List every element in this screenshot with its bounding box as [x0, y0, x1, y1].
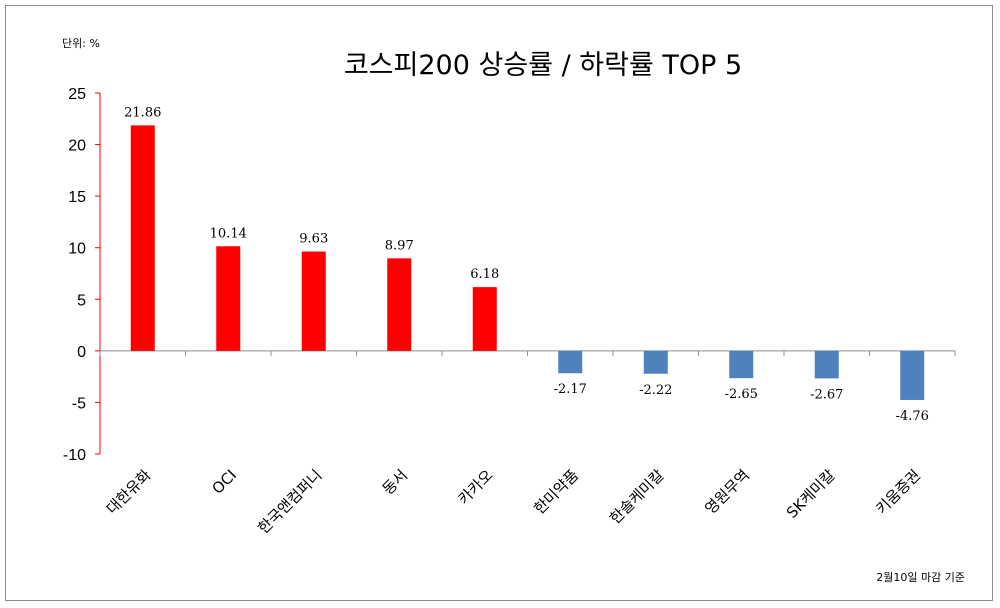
chart-title: 코스피200 상승률 / 하락률 TOP 5: [344, 50, 742, 81]
category-label: 한솔케미칼: [606, 466, 668, 528]
category-label: 동서: [379, 466, 411, 498]
category-label: 한미약품: [530, 466, 582, 518]
value-labels: 21.86 10.14 9.63 8.97 6.18 -2.17 -2.22 -2.65 -2.…: [124, 105, 929, 424]
y-tick-label: 0: [77, 344, 86, 361]
value-label: 9.63: [299, 232, 328, 247]
bar-8: [729, 350, 754, 379]
bar-3: [301, 251, 326, 351]
value-label: 10.14: [210, 226, 247, 241]
y-tick-label: -5: [72, 395, 86, 412]
value-label: -2.67: [810, 387, 843, 402]
bar-5: [472, 287, 497, 351]
bar-6: [558, 350, 583, 374]
category-label: 카카오: [455, 466, 497, 508]
value-label: 21.86: [124, 105, 161, 120]
bar-4: [387, 258, 412, 351]
y-tick-label: 20: [68, 138, 86, 155]
category-label: 키움증권: [872, 466, 924, 518]
value-label: -2.22: [639, 383, 672, 398]
bars: [130, 125, 925, 400]
category-label: 영원무역: [701, 466, 753, 518]
category-labels: 대한유화 OCI 한국앤컴퍼니 동서 카카오 한미약품 한솔케미칼 영원무역 SK케미칼 키움증권: [103, 466, 924, 537]
axes: 25 20 15 10 5 0 -5 -10: [63, 86, 956, 464]
chart-frame: [5, 5, 993, 601]
y-tick-label: 15: [68, 189, 86, 206]
bar-7: [643, 350, 668, 374]
category-label: OCI: [208, 466, 240, 498]
y-tick-label: 25: [68, 86, 86, 103]
date-note: 2월10일 마감 기준: [876, 570, 965, 584]
bar-10: [900, 350, 925, 400]
value-label: 6.18: [470, 267, 499, 282]
y-tick-label: 5: [77, 292, 86, 309]
unit-label: 단위: %: [62, 37, 100, 50]
value-label: -2.17: [554, 382, 587, 397]
category-label: 대한유화: [103, 466, 155, 518]
y-tick-label: 10: [68, 241, 86, 258]
category-label: SK케미칼: [783, 466, 839, 522]
value-label: -2.65: [725, 387, 758, 402]
value-label: -4.76: [896, 409, 929, 424]
category-label: 한국앤컴퍼니: [254, 466, 325, 537]
y-tick-label: -10: [63, 447, 86, 464]
value-label: 8.97: [385, 238, 414, 253]
bar-9: [814, 350, 839, 379]
bar-1: [130, 125, 155, 351]
bar-2: [216, 246, 241, 351]
